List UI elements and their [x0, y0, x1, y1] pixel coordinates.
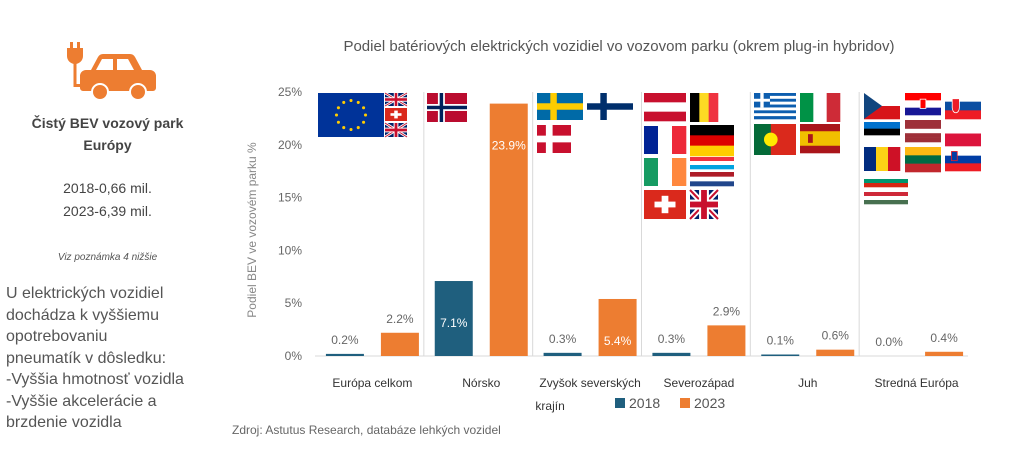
flag-de-icon	[690, 125, 734, 157]
flag-nl-icon	[690, 172, 734, 187]
flag-be-icon	[690, 93, 719, 122]
bar-2018	[652, 352, 691, 356]
x-category-label: Zvyšok severských	[539, 376, 640, 390]
data-label: 0.1%	[767, 334, 795, 348]
flag-pl-icon	[945, 121, 981, 147]
sidebar-text-line: pneumatík v dôsledku:	[6, 349, 167, 367]
sidebar-text-line: -Vyššia hmotnosť vozidla	[6, 371, 184, 388]
y-tick-label: 0%	[285, 349, 303, 363]
data-label: 0.2%	[331, 333, 359, 347]
y-tick-label: 10%	[278, 243, 302, 257]
legend-label-2023: 2023	[694, 395, 725, 411]
flag-sk-icon	[945, 93, 981, 120]
data-label: 2.2%	[386, 312, 414, 326]
legend-swatch-2023	[680, 398, 690, 408]
bar-2023	[489, 103, 528, 356]
bar-2023	[925, 351, 964, 356]
x-category-label: Severozápad	[664, 376, 735, 390]
flag-at-icon	[644, 93, 686, 122]
sidebar-text-line: opotrebovaniu	[6, 328, 108, 345]
electric-car-plug-icon	[67, 42, 156, 101]
data-label: 0.4%	[930, 331, 958, 345]
data-label: 0.3%	[549, 332, 577, 346]
flag-uk-icon	[384, 91, 408, 108]
flag-no-icon	[427, 93, 467, 122]
data-label: 0.0%	[875, 335, 903, 349]
flag-hr-icon	[905, 93, 941, 116]
flag-ch-icon	[385, 108, 407, 121]
flag-ee-icon	[864, 122, 900, 143]
bar-2018	[434, 281, 473, 356]
sidebar-text-line: -Vyššie akcelerácie a	[6, 392, 157, 410]
x-category-label: Juh	[798, 376, 817, 390]
data-label: 2.9%	[713, 304, 741, 318]
bar-2023	[380, 332, 419, 356]
flag-hu-icon	[864, 192, 908, 205]
bar-2023	[598, 298, 637, 356]
flag-gb-icon	[687, 187, 721, 222]
bar-2018	[325, 353, 364, 356]
flag-fi-icon	[587, 93, 633, 120]
data-label: 23.9%	[492, 139, 526, 153]
bar-2018	[543, 352, 582, 356]
stat-2023: 2023-6,39 mil.	[63, 203, 152, 219]
flag-ro-icon	[864, 147, 901, 171]
flag-bg-icon	[864, 175, 908, 188]
legend-label-2018: 2018	[629, 395, 660, 411]
x-category-label-line2: krajín	[535, 399, 564, 413]
y-tick-label: 5%	[285, 296, 303, 310]
y-tick-label: 25%	[278, 85, 302, 99]
sidebar-text-line: U elektrických vozidiel	[6, 285, 164, 302]
sidebar-title-line1: Čistý BEV vozový park	[31, 115, 184, 131]
data-label: 0.3%	[658, 332, 686, 346]
data-label: 7.1%	[440, 316, 468, 330]
sidebar-text-line: dochádza k vyššiemu	[6, 306, 159, 324]
y-tick-label: 20%	[278, 138, 302, 152]
flag-lu-icon	[690, 157, 734, 170]
stat-2018: 2018-0,66 mil.	[63, 180, 152, 196]
bar-2023	[707, 325, 746, 356]
flag-eu-icon	[318, 93, 384, 137]
legend-swatch-2018	[615, 398, 625, 408]
data-label: 5.4%	[604, 334, 632, 348]
flag-fr-icon	[644, 126, 687, 154]
sidebar-title: Čistý BEV vozový park Európy	[0, 112, 215, 156]
chart-title: Podiel batériových elektrických vozidiel…	[343, 38, 895, 55]
flag-se-icon	[537, 93, 583, 120]
flag-it-icon	[800, 93, 841, 122]
flag-es-icon	[800, 124, 840, 154]
x-category-label: Stredná Európa	[875, 376, 959, 390]
bar-2023	[816, 349, 855, 356]
sidebar: Čistý BEV vozový park Európy 2018-0,66 m…	[0, 0, 215, 472]
y-tick-label: 15%	[278, 191, 302, 205]
data-label: 0.6%	[822, 329, 850, 343]
footnote-reference: Viz poznámka 4 nižšie	[57, 252, 158, 263]
sidebar-title-line2: Európy	[83, 137, 132, 153]
y-axis-label: Podiel BEV ve vozovém parku %	[245, 142, 259, 318]
flag-ch-icon	[644, 190, 686, 219]
flag-ie-icon	[644, 158, 687, 186]
flag-lt-icon	[905, 147, 941, 173]
sidebar-text: U elektrických vozidiel dochádza k vyšši…	[6, 283, 218, 434]
flag-pt-icon	[754, 124, 796, 155]
flag-gr-icon	[754, 93, 796, 120]
source-note: Zdroj: Astutus Research, databáze lehkýc…	[232, 423, 501, 437]
x-category-label: Európa celkom	[332, 376, 412, 390]
flag-dk-icon	[537, 125, 571, 153]
flag-gb-icon	[384, 121, 408, 139]
sidebar-text-line: brzdenie vozidla	[6, 414, 122, 431]
bar-2018	[761, 354, 800, 356]
x-category-label: Nórsko	[462, 376, 500, 390]
flag-lv-icon	[905, 120, 941, 143]
flag-si-icon	[945, 148, 981, 172]
flag-cz-icon	[864, 93, 900, 120]
